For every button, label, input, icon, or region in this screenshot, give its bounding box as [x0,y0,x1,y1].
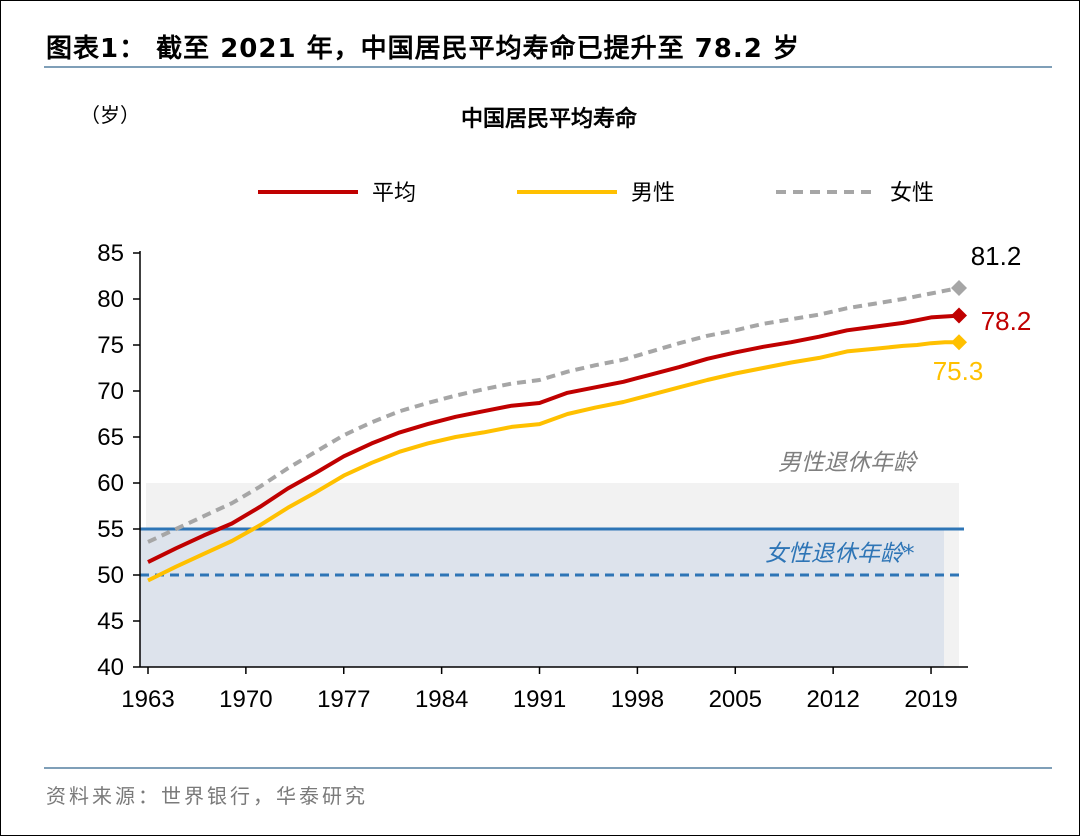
x-tick-label: 1977 [317,686,370,713]
legend-label-female: 女性 [890,181,934,206]
end-marker-female [951,279,967,296]
female-retirement-label: 女性退休年龄* [765,541,915,567]
top-rule [44,66,1052,68]
x-tick-label: 2012 [806,686,859,713]
end-value-label-avg: 78.2 [981,306,1032,336]
series-line-female [147,286,960,544]
end-marker-male [951,334,967,351]
chart-title: 中国居民平均寿命 [461,106,638,132]
chart-axes: 40 45 50 55 60 65 70 75 80 85 1963 1970 1977 1984 1991… [97,240,968,713]
y-tick-label: 55 [97,516,124,543]
x-tick-label: 2019 [904,686,957,713]
legend-label-male: 男性 [631,181,675,206]
x-tick-label: 1970 [219,686,272,713]
y-tick-label: 75 [97,332,124,359]
x-tick-label: 1998 [611,686,664,713]
legend-label-avg: 平均 [372,181,416,206]
retirement-reference-lines [140,527,964,577]
x-tick-label: 1984 [415,686,468,713]
figure-title: 图表1： 截至 2021 年，中国居民平均寿命已提升至 78.2 岁 [46,34,800,64]
series-lines [147,279,967,583]
y-tick-label: 80 [97,286,124,313]
y-tick-label: 85 [97,240,124,267]
y-axis-unit: （岁） [80,103,140,127]
y-tick-label: 50 [97,562,124,589]
end-value-label-male: 75.3 [933,356,984,386]
x-tick-label: 1991 [513,686,566,713]
bottom-rule [44,767,1052,769]
end-marker-avg [951,307,967,324]
x-tick-label: 1963 [121,686,174,713]
y-tick-label: 60 [97,470,124,497]
male-retirement-label: 男性退休年龄 [778,450,919,476]
series-line-avg [147,313,960,564]
band-band_female [140,529,945,667]
y-tick-label: 70 [97,378,124,405]
series-line-male [147,340,959,583]
end-value-label-female: 81.2 [971,241,1022,271]
source-note: 资料来源：世界银行，华泰研究 [46,784,368,808]
y-tick-label: 45 [97,608,124,635]
x-tick-label: 2005 [709,686,762,713]
y-tick-label: 40 [97,654,124,681]
y-tick-label: 65 [97,424,124,451]
